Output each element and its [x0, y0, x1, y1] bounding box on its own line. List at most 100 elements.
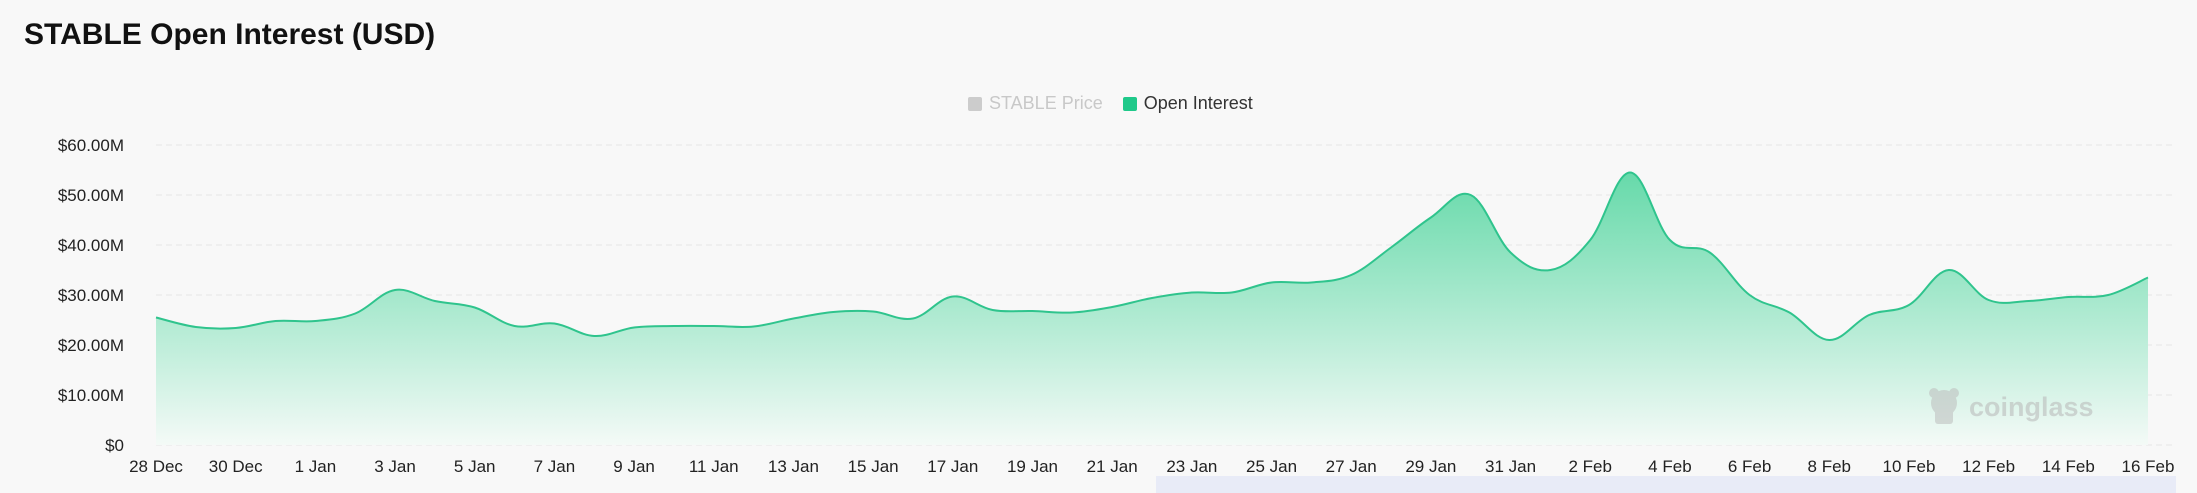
x-tick-label: 2 Feb — [1568, 457, 1611, 476]
x-tick-label: 15 Jan — [848, 457, 899, 476]
data-point[interactable] — [311, 317, 319, 325]
x-tick-label: 14 Feb — [2042, 457, 2095, 476]
y-tick-label: $20.00M — [58, 336, 124, 355]
legend-label-open-interest: Open Interest — [1143, 93, 1253, 113]
data-point[interactable] — [829, 308, 837, 316]
watermark: coinglass — [1929, 388, 2094, 424]
data-point[interactable] — [1028, 307, 1036, 315]
data-point[interactable] — [1546, 266, 1554, 274]
data-point[interactable] — [272, 317, 280, 325]
y-tick-label: $50.00M — [58, 186, 124, 205]
data-point[interactable] — [1467, 191, 1475, 199]
data-point[interactable] — [590, 332, 598, 340]
y-tick-label: $30.00M — [58, 286, 124, 305]
data-point[interactable] — [710, 322, 718, 330]
x-tick-label: 13 Jan — [768, 457, 819, 476]
open-interest-area — [156, 172, 2148, 445]
data-point[interactable] — [1507, 249, 1515, 257]
open-interest-line — [155, 171, 2149, 342]
data-point[interactable] — [1626, 169, 1634, 177]
data-point[interactable] — [152, 314, 160, 322]
data-point[interactable] — [2024, 297, 2032, 305]
data-point[interactable] — [630, 324, 638, 332]
coinglass-logo-icon — [1929, 388, 1959, 424]
data-point[interactable] — [1865, 311, 1873, 319]
data-point[interactable] — [1985, 296, 1993, 304]
data-point[interactable] — [909, 315, 917, 323]
y-tick-label: $0 — [105, 436, 124, 455]
data-point[interactable] — [232, 324, 240, 332]
x-tick-label: 10 Feb — [1882, 457, 1935, 476]
x-tick-label: 19 Jan — [1007, 457, 1058, 476]
x-tick-label: 4 Feb — [1648, 457, 1691, 476]
legend-label-stable-price: STABLE Price — [989, 93, 1103, 113]
data-point[interactable] — [789, 315, 797, 323]
x-tick-label: 9 Jan — [613, 457, 655, 476]
data-point[interactable] — [1148, 294, 1156, 302]
data-point[interactable] — [192, 323, 200, 331]
y-tick-label: $60.00M — [58, 136, 124, 155]
data-point[interactable] — [391, 286, 399, 294]
data-point[interactable] — [1427, 214, 1435, 222]
x-tick-label: 29 Jan — [1405, 457, 1456, 476]
data-point[interactable] — [1228, 289, 1236, 297]
data-point[interactable] — [351, 310, 359, 318]
data-point[interactable] — [1666, 236, 1674, 244]
data-point[interactable] — [1825, 336, 1833, 344]
data-point[interactable] — [1706, 249, 1714, 257]
legend-item-stable-price[interactable]: STABLE Price — [968, 93, 1103, 114]
x-tick-label: 31 Jan — [1485, 457, 1536, 476]
data-point[interactable] — [431, 297, 439, 305]
data-point[interactable] — [750, 323, 758, 331]
data-point[interactable] — [1268, 279, 1276, 287]
data-point[interactable] — [989, 306, 997, 314]
data-point[interactable] — [2064, 293, 2072, 301]
legend-swatch-stable-price — [968, 96, 982, 111]
x-tick-label: 28 Dec — [129, 457, 183, 476]
x-tick-label: 30 Dec — [209, 457, 263, 476]
x-tick-label: 27 Jan — [1326, 457, 1377, 476]
x-tick-label: 3 Jan — [374, 457, 416, 476]
data-point[interactable] — [511, 322, 519, 330]
x-tick-label: 7 Jan — [534, 457, 576, 476]
chart-title: STABLE Open Interest (USD) — [24, 18, 436, 51]
data-point[interactable] — [1586, 236, 1594, 244]
data-point[interactable] — [1905, 301, 1913, 309]
data-point[interactable] — [949, 293, 957, 301]
x-axis: 28 Dec 30 Dec 1 Jan 3 Jan 5 Jan 7 Jan 9 Jan 11 … — [129, 457, 2174, 476]
data-point[interactable] — [1387, 244, 1395, 252]
x-tick-label: 16 Feb — [2122, 457, 2175, 476]
data-point[interactable] — [2144, 274, 2152, 282]
legend-item-open-interest[interactable]: Open Interest — [1122, 93, 1253, 114]
x-tick-label: 17 Jan — [927, 457, 978, 476]
data-point[interactable] — [1746, 291, 1754, 299]
y-axis: $0 $10.00M $20.00M $30.00M $40.00M $50.00M $60… — [58, 136, 124, 455]
x-tick-label: 8 Feb — [1808, 457, 1851, 476]
x-tick-label: 12 Feb — [1962, 457, 2015, 476]
watermark-text: coinglass — [1969, 392, 2094, 422]
data-point[interactable] — [1188, 289, 1196, 297]
x-tick-label: 6 Feb — [1728, 457, 1771, 476]
x-tick-label: 11 Jan — [689, 457, 739, 476]
data-point[interactable] — [1347, 271, 1355, 279]
data-point[interactable] — [1108, 303, 1116, 311]
data-point[interactable] — [1068, 309, 1076, 317]
y-tick-label: $10.00M — [58, 386, 124, 405]
legend-swatch-open-interest — [1122, 96, 1137, 111]
range-selector-strip[interactable] — [1156, 476, 2176, 493]
data-point[interactable] — [1785, 309, 1793, 317]
data-point[interactable] — [1945, 266, 1953, 274]
chart-legend: STABLE Price Open Interest — [968, 93, 1253, 114]
data-point[interactable] — [1307, 279, 1315, 287]
data-point[interactable] — [471, 304, 479, 312]
data-point[interactable] — [670, 322, 678, 330]
data-point[interactable] — [550, 320, 558, 328]
x-tick-label: 23 Jan — [1166, 457, 1217, 476]
y-tick-label: $40.00M — [58, 236, 124, 255]
x-tick-label: 5 Jan — [454, 457, 496, 476]
x-tick-label: 1 Jan — [295, 457, 337, 476]
data-point[interactable] — [869, 308, 877, 316]
data-point[interactable] — [2104, 291, 2112, 299]
x-tick-label: 25 Jan — [1246, 457, 1297, 476]
